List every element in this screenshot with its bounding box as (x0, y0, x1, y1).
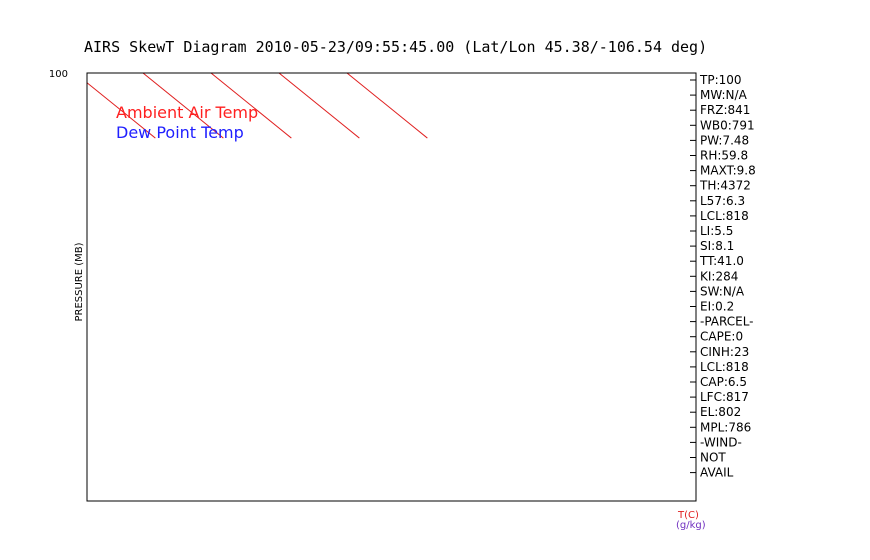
stability-index: WB0:791 (700, 118, 755, 132)
stability-index: LFC:817 (700, 390, 749, 404)
y-axis-label: PRESSURE (MB) (74, 242, 85, 321)
dry-adiabat (0, 0, 638, 138)
dry-adiabat (0, 0, 708, 138)
stability-index: LCL:818 (700, 360, 749, 374)
dry-adiabat (0, 0, 568, 138)
stability-index: LI:5.5 (700, 224, 733, 238)
stability-index: CINH:23 (700, 345, 749, 359)
isotherm (87, 137, 88, 139)
mixing-ratio-unit: (g/kg) (676, 520, 706, 531)
stability-index: SW:N/A (700, 284, 745, 298)
stability-index: AVAIL (700, 466, 734, 480)
stability-index: EL:802 (700, 405, 741, 419)
stability-index: TP:100 (699, 73, 742, 87)
stability-index: MPL:786 (700, 420, 751, 434)
stability-index: MW:N/A (700, 88, 748, 102)
pressure-ticks: 1002003004005006007008009001000 (49, 69, 68, 80)
stability-index: CAP:6.5 (700, 375, 747, 389)
isotherm (0, 0, 19, 138)
stability-index: MAXT:9.8 (700, 164, 756, 178)
chart-title: AIRS SkewT Diagram 2010-05-23/09:55:45.0… (84, 38, 707, 56)
stability-index: RH:59.8 (700, 149, 748, 163)
stability-index: -WIND- (700, 435, 742, 449)
stability-index: PW:7.48 (700, 133, 749, 147)
stability-index: KI:284 (700, 269, 738, 283)
stability-index: EI:0.2 (700, 300, 734, 314)
stability-index: -PARCEL- (700, 315, 754, 329)
legend-dew-point-temp: Dew Point Temp (116, 123, 244, 142)
legend-ambient-air-temp: Ambient Air Temp (116, 103, 258, 122)
plot-frame (86, 72, 697, 502)
stability-index: FRZ:841 (700, 103, 750, 117)
pressure-tick-label: 100 (49, 69, 68, 80)
stability-index: NOT (700, 451, 726, 465)
dry-adiabat (0, 0, 9, 138)
stability-index: CAPE:0 (700, 330, 743, 344)
stability-index: TT:41.0 (699, 254, 744, 268)
bottom-axis-unit: T(C) (677, 510, 699, 521)
stability-index: LCL:818 (700, 209, 749, 223)
stability-index: L57:6.3 (700, 194, 745, 208)
stability-index: TH:4372 (699, 179, 751, 193)
stability-index: SI:8.1 (700, 239, 734, 253)
